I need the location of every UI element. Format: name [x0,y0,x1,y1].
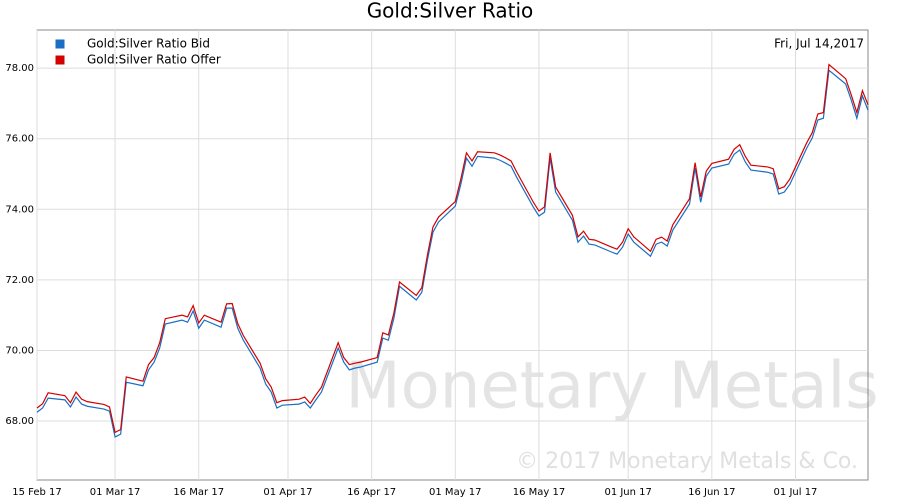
legend-swatch [54,38,66,50]
x-tick-label: 01 May 17 [429,487,481,498]
y-tick-label: 68.00 [5,416,34,427]
x-tick-label: 16 Mar 17 [173,487,224,498]
y-tick-label: 78.00 [5,63,34,74]
y-tick-label: 76.00 [5,134,34,145]
x-tick-label: 16 Jun 17 [688,487,735,498]
series-line [36,69,869,438]
y-tick-label: 70.00 [5,345,34,356]
x-tick-label: 01 Jun 17 [604,487,651,498]
date-label: Fri, Jul 14,2017 [774,37,864,51]
x-tick-label: 15 Feb 17 [12,487,62,498]
x-tick-label: 16 Apr 17 [347,487,396,498]
x-tick-label: 16 May 17 [513,487,565,498]
y-tick-label: 72.00 [5,275,34,286]
legend-swatch [54,54,66,66]
watermark: Monetary Metals [345,350,878,424]
y-tick-label: 74.00 [5,204,34,215]
copyright: © 2017 Monetary Metals & Co. [516,449,858,474]
legend-label: Gold:Silver Ratio Bid [87,37,210,51]
chart-title: Gold:Silver Ratio [367,0,534,23]
x-tick-label: 01 Jul 17 [774,487,818,498]
series-line [36,63,869,434]
x-tick-label: 01 Apr 17 [263,487,312,498]
x-tick-label: 01 Mar 17 [90,487,141,498]
legend-label: Gold:Silver Ratio Offer [87,53,221,67]
